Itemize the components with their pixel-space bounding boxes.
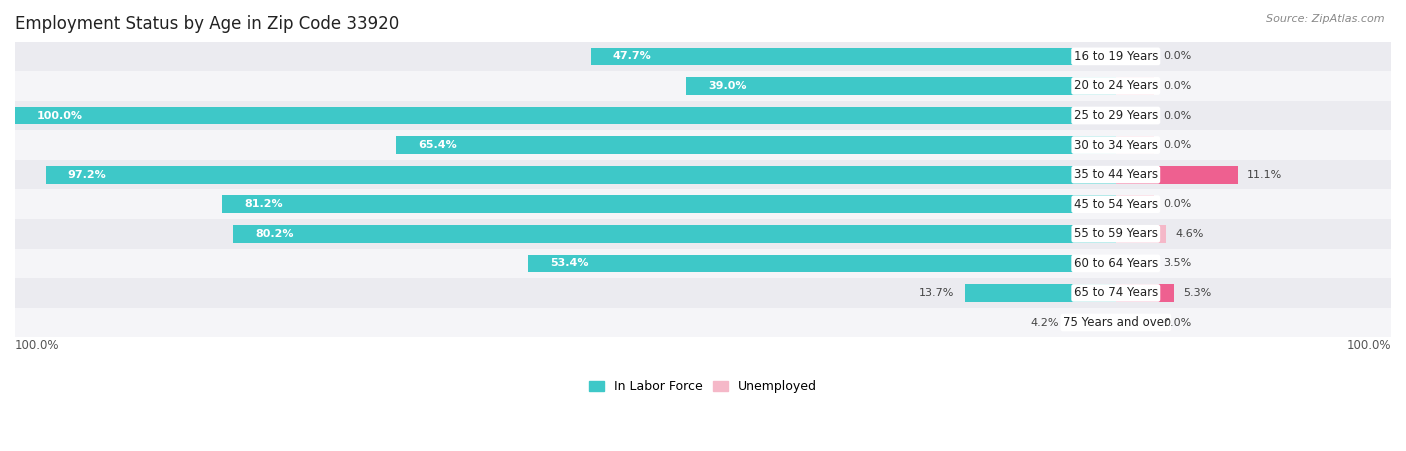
Text: 60 to 64 Years: 60 to 64 Years — [1074, 257, 1159, 270]
Bar — [222, 195, 1116, 213]
Bar — [15, 106, 1116, 124]
Text: 47.7%: 47.7% — [613, 51, 651, 61]
Text: 3.5%: 3.5% — [1163, 258, 1191, 268]
Bar — [15, 308, 1391, 337]
Bar — [396, 136, 1116, 154]
Text: 0.0%: 0.0% — [1163, 140, 1191, 150]
Text: 97.2%: 97.2% — [67, 170, 107, 179]
Text: 100.0%: 100.0% — [1347, 339, 1391, 352]
Text: 65.4%: 65.4% — [418, 140, 457, 150]
Bar — [15, 160, 1391, 189]
Bar — [15, 189, 1391, 219]
Bar — [1116, 77, 1154, 95]
Text: Source: ZipAtlas.com: Source: ZipAtlas.com — [1267, 14, 1385, 23]
Text: 5.3%: 5.3% — [1182, 288, 1211, 298]
Text: 11.1%: 11.1% — [1247, 170, 1282, 179]
Text: 100.0%: 100.0% — [37, 110, 83, 120]
Bar — [686, 77, 1116, 95]
Bar — [1116, 284, 1174, 302]
Bar — [591, 47, 1116, 65]
Bar — [15, 101, 1391, 130]
Text: Employment Status by Age in Zip Code 33920: Employment Status by Age in Zip Code 339… — [15, 15, 399, 33]
Bar — [1116, 254, 1154, 272]
Bar — [1116, 195, 1154, 213]
Text: 35 to 44 Years: 35 to 44 Years — [1074, 168, 1159, 181]
Text: 0.0%: 0.0% — [1163, 110, 1191, 120]
Bar — [1116, 106, 1154, 124]
Text: 55 to 59 Years: 55 to 59 Years — [1074, 227, 1157, 240]
Text: 20 to 24 Years: 20 to 24 Years — [1074, 79, 1159, 92]
Bar — [46, 166, 1116, 184]
Text: 39.0%: 39.0% — [709, 81, 747, 91]
Text: 13.7%: 13.7% — [918, 288, 955, 298]
Legend: In Labor Force, Unemployed: In Labor Force, Unemployed — [583, 375, 823, 398]
Text: 81.2%: 81.2% — [245, 199, 283, 209]
Text: 53.4%: 53.4% — [550, 258, 589, 268]
Bar — [15, 130, 1391, 160]
Bar — [1116, 313, 1154, 331]
Bar — [15, 249, 1391, 278]
Bar — [15, 278, 1391, 308]
Text: 30 to 34 Years: 30 to 34 Years — [1074, 138, 1157, 152]
Text: 0.0%: 0.0% — [1163, 81, 1191, 91]
Text: 100.0%: 100.0% — [15, 339, 59, 352]
Text: 25 to 29 Years: 25 to 29 Years — [1074, 109, 1159, 122]
Text: 75 Years and over: 75 Years and over — [1063, 316, 1168, 329]
Bar — [233, 225, 1116, 243]
Text: 0.0%: 0.0% — [1163, 51, 1191, 61]
Text: 4.6%: 4.6% — [1175, 229, 1204, 239]
Bar — [529, 254, 1116, 272]
Text: 0.0%: 0.0% — [1163, 199, 1191, 209]
Text: 80.2%: 80.2% — [254, 229, 294, 239]
Bar — [15, 71, 1391, 101]
Text: 65 to 74 Years: 65 to 74 Years — [1074, 286, 1159, 299]
Text: 16 to 19 Years: 16 to 19 Years — [1074, 50, 1159, 63]
Bar — [15, 219, 1391, 249]
Bar — [965, 284, 1116, 302]
Bar — [1116, 47, 1154, 65]
Bar — [1070, 313, 1116, 331]
Bar — [15, 41, 1391, 71]
Text: 45 to 54 Years: 45 to 54 Years — [1074, 198, 1159, 211]
Bar — [1116, 136, 1154, 154]
Bar — [1116, 225, 1167, 243]
Text: 4.2%: 4.2% — [1031, 318, 1059, 327]
Text: 0.0%: 0.0% — [1163, 318, 1191, 327]
Bar — [1116, 166, 1239, 184]
